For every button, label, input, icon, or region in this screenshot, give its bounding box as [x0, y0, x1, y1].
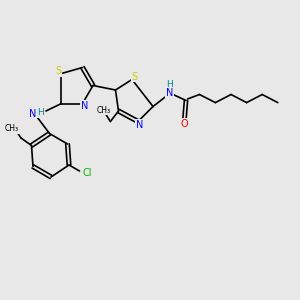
Text: H: H — [37, 108, 44, 117]
Text: N: N — [29, 109, 37, 119]
Text: CH₃: CH₃ — [5, 124, 19, 133]
Text: N: N — [81, 101, 88, 111]
Text: S: S — [131, 71, 137, 82]
Text: CH₃: CH₃ — [96, 106, 111, 115]
Text: S: S — [56, 66, 62, 76]
Text: O: O — [181, 119, 188, 129]
Text: H: H — [166, 80, 173, 89]
Text: N: N — [166, 88, 173, 98]
Text: Cl: Cl — [82, 167, 92, 178]
Text: N: N — [136, 120, 143, 130]
